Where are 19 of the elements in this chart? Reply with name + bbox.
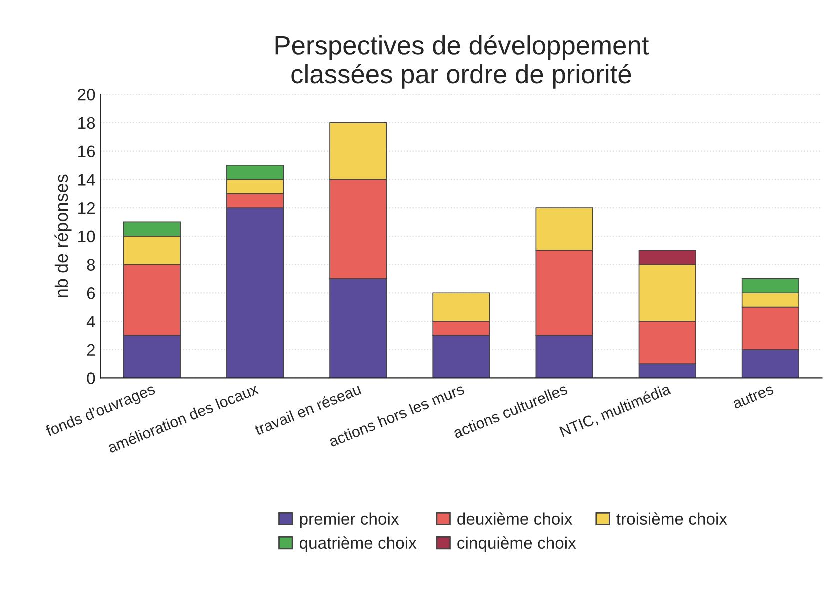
y-tick-label: 6 [87,288,96,300]
y-tick-label: 20 [78,88,96,101]
legend-label: cinquième choix [458,536,576,552]
y-tick-label: 12 [78,202,95,214]
y-tick-label: 18 [78,117,96,130]
y-tick-label: 8 [87,259,96,271]
y-tick-label: 2 [87,344,95,356]
legend-label: troisième choix [616,512,728,525]
legend-label: premier choix [300,512,400,528]
x-tick-label: autres [732,384,774,410]
chart-title: Perspectives de développement classées par ordre de priorité [276,35,650,89]
legend-label: deuxième choix [458,512,573,525]
y-tick-label: 14 [78,174,96,186]
legend-label: quatrième choix [300,536,417,552]
y-tick-label: 10 [78,230,96,243]
y-tick-label: 4 [86,316,96,328]
y-tick-label: 0 [87,372,96,384]
y-axis-title: nb de réponses [54,174,72,298]
y-tick-label: 16 [78,146,96,158]
